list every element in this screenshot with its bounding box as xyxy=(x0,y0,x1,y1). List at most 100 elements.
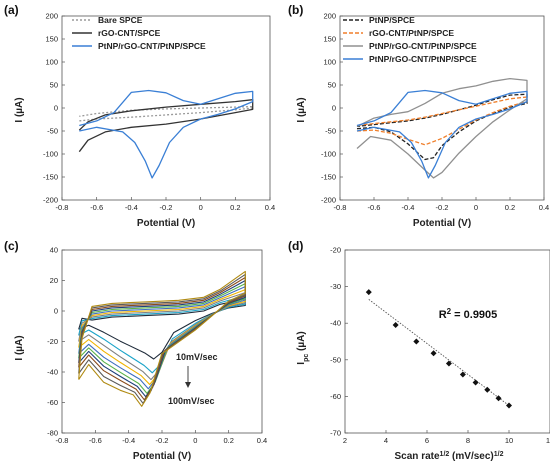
panel-b-y-tick-label: 0 xyxy=(332,104,336,113)
panel-b-series-line xyxy=(356,93,528,161)
panel-c-y-tick-label: -20 xyxy=(47,337,58,346)
panel-c-annotation-top: 10mV/sec xyxy=(176,352,218,362)
panel-c-cv-curve xyxy=(78,283,246,394)
panel-c-cv-curve xyxy=(78,276,246,401)
panel-a-y-tick-label: -100 xyxy=(43,150,58,159)
panel-a-x-axis-title: Potential (V) xyxy=(137,218,195,229)
panel-b-x-tick-label: -0.4 xyxy=(402,203,415,212)
panel-d-x-tick-label: 4 xyxy=(384,436,388,445)
panel-d-y-axis-title: Ipc (µA) xyxy=(296,331,310,364)
panel-c-cv-curve xyxy=(78,270,246,407)
panel-c-chart: (c) -0.8 -0.6 -0.4 -0.2 0 0.2 0.4 -80 -60 -40 -20 0… xyxy=(4,239,267,462)
panel-b-letter: (b) xyxy=(288,3,303,17)
panel-c-x-tick-label: -0.8 xyxy=(56,436,69,445)
panel-d-xlabel-sup1: 1/2 xyxy=(440,451,450,458)
panel-a-x-tick-label: 0.4 xyxy=(265,203,275,212)
panel-d-data-point xyxy=(430,350,437,357)
panel-b-x-tick-label: 0 xyxy=(474,203,478,212)
panel-d-y-tick-label: -40 xyxy=(330,319,341,328)
panel-d-xlabel-text: Scan rate xyxy=(395,451,440,462)
panel-d-data-point xyxy=(506,402,512,409)
panel-a-x-tick-label: -0.6 xyxy=(90,203,103,212)
panel-d-chart: (d) 2 4 6 8 10 12 -70 -60 -50 -40 -30 -20 R2 = 0.990… xyxy=(288,239,550,462)
panel-c-cv-curve xyxy=(78,292,246,381)
panel-b-series-line xyxy=(356,89,528,179)
panel-b-y-tick-label: -200 xyxy=(321,196,336,205)
panel-d-ylabel-unit: (µA) xyxy=(296,331,307,353)
panel-d-r2-sup: 2 xyxy=(447,307,452,316)
panel-d-trendline xyxy=(368,299,510,406)
panel-d-letter: (d) xyxy=(288,239,303,253)
panel-a-legend-label: PtNP/rGO-CNT/PtNP/SPCE xyxy=(98,41,206,51)
panel-c-x-tick-label: 0.2 xyxy=(223,436,233,445)
panel-b-y-tick-label: 200 xyxy=(323,12,336,21)
panel-c-x-axis-title: Potential (V) xyxy=(133,451,191,462)
panel-c-cv-curve xyxy=(78,295,246,374)
panel-b-plot-area: -0.8 -0.6 -0.4 -0.2 0 0.2 0.4 -200 -150 -100 -50 0 5… xyxy=(321,12,549,213)
panel-a-series-line xyxy=(79,105,254,122)
panel-c-y-tick-label: 0 xyxy=(54,307,58,316)
panel-a-y-tick-label: 100 xyxy=(45,58,58,67)
panel-a-x-tick-label: -0.8 xyxy=(56,203,69,212)
panel-d-data-point xyxy=(445,360,452,367)
panel-d-x-tick-label: 10 xyxy=(505,436,513,445)
panel-d-frame xyxy=(344,249,550,434)
panel-b-chart: (b) -0.8 -0.6 -0.4 -0.2 0 0.2 0.4-200-150-100-… xyxy=(288,3,549,229)
panel-b-x-tick-label: -0.8 xyxy=(334,203,347,212)
panel-b-y-tick-label: 50 xyxy=(328,81,336,90)
panel-d-r2-annotation: R2 = 0.9905 xyxy=(439,307,498,322)
panel-c-x-tick-label: -0.2 xyxy=(156,436,169,445)
panel-a-legend: Bare SPCE rGO-CNT/SPCE PtNP/rGO-CNT/PtNP/S… xyxy=(72,15,206,51)
panel-c-cv-curve xyxy=(78,289,246,386)
panel-d-ylabel-sub: pc xyxy=(303,354,310,362)
panel-a-plot-area: -0.8 -0.6 -0.4 -0.2 0 0.2 0.4 -200 -150 -100 -50 0 5… xyxy=(43,12,275,213)
panel-c-x-tick-label: 0 xyxy=(193,436,197,445)
panel-d-x-tick-label: 8 xyxy=(466,436,470,445)
panel-d-y-tick-label: -70 xyxy=(330,429,341,438)
panel-d-x-tick-label: 12 xyxy=(546,436,550,445)
panel-a-chart: (a) -0.8 -0.6 -0.4 -0.2 0 0.2 0.4-200-150-100-… xyxy=(4,3,275,229)
panel-a-y-tick-label: -200 xyxy=(43,196,58,205)
panel-b-y-tick-label: 150 xyxy=(323,35,336,44)
panel-d-x-axis-title: Scan rate1/2 (mV/sec)1/2 xyxy=(395,451,504,463)
panel-c-y-tick-label: -60 xyxy=(47,398,58,407)
panel-b-y-tick-label: -150 xyxy=(321,173,336,182)
panel-a-y-tick-label: 0 xyxy=(54,104,58,113)
panel-b-x-tick-label: 0.2 xyxy=(505,203,515,212)
panel-d-x-tick-label: 6 xyxy=(425,436,429,445)
panel-b-y-axis-title: I (µA) xyxy=(296,97,307,122)
panel-d-y-tick-label: -30 xyxy=(330,282,341,291)
panel-a-y-axis-title: I (µA) xyxy=(14,97,25,122)
panel-c-x-tick-label: -0.6 xyxy=(89,436,102,445)
panel-d-xlabel-unit: (mV/sec) xyxy=(449,451,493,462)
panel-d-data-point xyxy=(365,289,372,296)
panel-a-legend-label: rGO-CNT/SPCE xyxy=(98,28,161,38)
panel-c-cv-curve xyxy=(78,286,246,390)
panel-a-x-tick-label: -0.4 xyxy=(125,203,138,212)
panel-b-y-tick-label: -100 xyxy=(321,150,336,159)
panel-c-plot-area: -0.8 -0.6 -0.4 -0.2 0 0.2 0.4 -80 -60 -40 -20 0 20 40… xyxy=(47,246,267,446)
panel-b-legend-label: PtNP/rGO-CNT/PtNP/SPCE xyxy=(369,41,477,51)
panel-b-legend-label: PtNP/rGO-CNT/PtNP/SPCE xyxy=(369,54,477,64)
panel-a-y-tick-label: 50 xyxy=(50,81,58,90)
panel-c-y-tick-label: 40 xyxy=(50,246,58,255)
panel-a-y-tick-label: 200 xyxy=(45,12,58,21)
panel-b-x-tick-label: -0.6 xyxy=(368,203,381,212)
panel-c-letter: (c) xyxy=(4,239,19,253)
panel-d-y-tick-label: -60 xyxy=(330,392,341,401)
panel-b-x-axis-title: Potential (V) xyxy=(413,218,471,229)
panel-b-legend-label: rGO-CNT/PtNP/SPCE xyxy=(369,28,454,38)
panel-c-cv-curve xyxy=(78,298,246,360)
panel-d-data-point xyxy=(459,371,466,378)
panel-b-x-tick-label: -0.2 xyxy=(436,203,449,212)
panel-d-data-point xyxy=(392,322,399,329)
panel-b-legend: PtNP/SPCE rGO-CNT/PtNP/SPCE PtNP/rGO-CNT/P… xyxy=(343,15,477,64)
panel-b-x-tick-label: 0.4 xyxy=(539,203,549,212)
panel-c-y-tick-label: -40 xyxy=(47,368,58,377)
panel-b-y-tick-label: 100 xyxy=(323,58,336,67)
panel-d-y-tick-label: -20 xyxy=(330,246,341,255)
panel-d-y-tick-label: -50 xyxy=(330,355,341,364)
panel-a-x-tick-label: -0.2 xyxy=(160,203,173,212)
panel-b-y-tick-label: -50 xyxy=(325,127,336,136)
